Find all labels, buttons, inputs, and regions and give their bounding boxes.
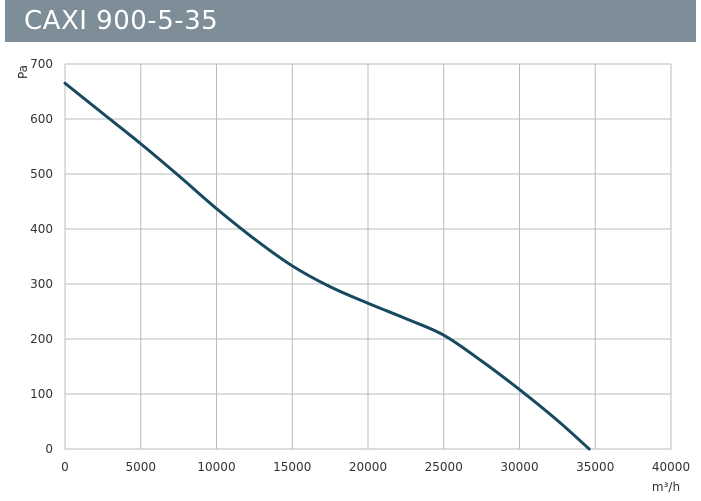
y-tick-label: 0: [45, 442, 53, 456]
x-tick-label: 5000: [125, 460, 156, 474]
x-tick-labels: 0 5000 10000 15000 20000 25000 30000 35000 40000: [61, 460, 690, 474]
x-tick-label: 25000: [425, 460, 463, 474]
series-group: [63, 81, 591, 451]
fan-curve-line: [63, 81, 591, 451]
x-tick-label: 20000: [349, 460, 387, 474]
y-tick-label: 300: [30, 277, 53, 291]
grid-lines: [64, 63, 672, 450]
title-bar: CAXI 900-5-35: [5, 0, 696, 42]
y-axis-label: Pa: [16, 65, 30, 79]
x-tick-label: 15000: [273, 460, 311, 474]
y-tick-label: 600: [30, 112, 53, 126]
x-tick-label: 35000: [576, 460, 614, 474]
x-tick-label: 40000: [652, 460, 690, 474]
x-axis-label: m³/h: [652, 480, 680, 494]
y-tick-label: 400: [30, 222, 53, 236]
y-tick-label: 100: [30, 387, 53, 401]
y-tick-labels: 0 100 200 300 400 500 600 700: [30, 57, 53, 456]
y-tick-label: 700: [30, 57, 53, 71]
y-tick-label: 200: [30, 332, 53, 346]
y-tick-label: 500: [30, 167, 53, 181]
chart-title: CAXI 900-5-35: [24, 6, 219, 36]
x-tick-label: 0: [61, 460, 69, 474]
x-tick-label: 10000: [197, 460, 235, 474]
x-tick-label: 30000: [500, 460, 538, 474]
